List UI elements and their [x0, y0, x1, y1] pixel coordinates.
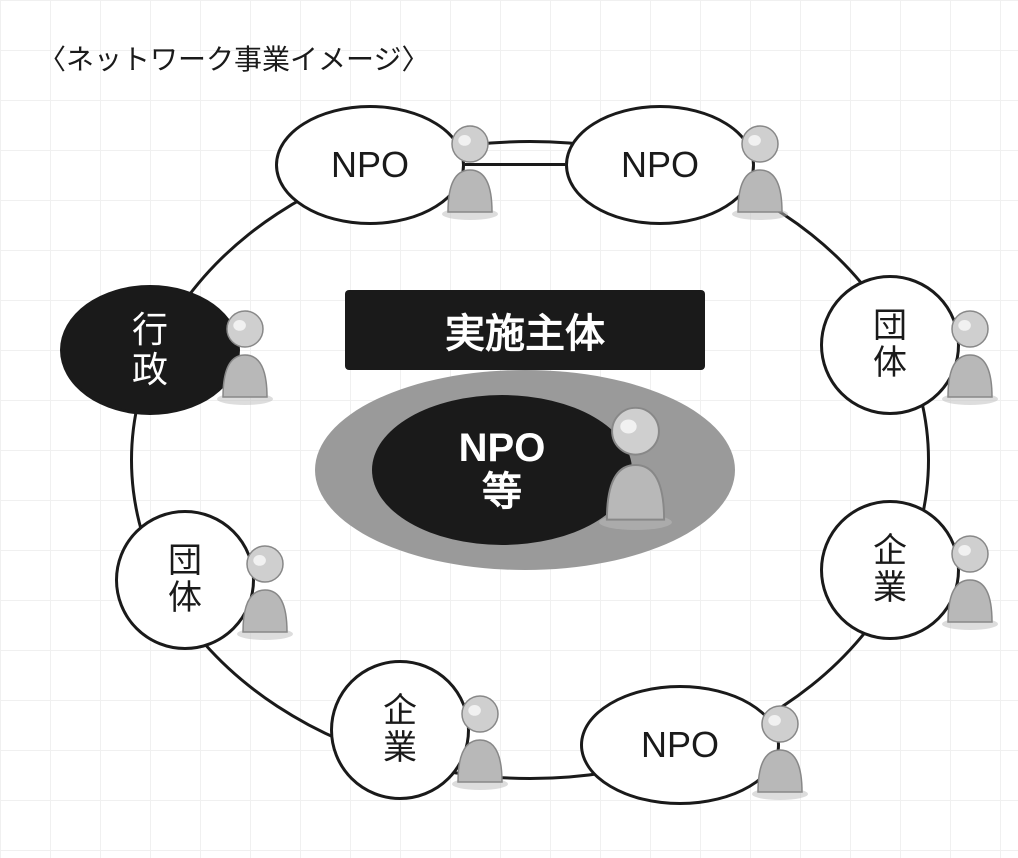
node-label: 行政 — [132, 310, 168, 389]
person-icon — [435, 120, 505, 225]
node-label: 企業 — [873, 533, 907, 608]
person-icon — [230, 540, 300, 645]
person-icon — [745, 700, 815, 805]
person-icon — [935, 530, 1005, 635]
person-icon — [210, 305, 280, 410]
node-label: NPO — [641, 725, 719, 765]
node-label: 企業 — [383, 693, 417, 768]
diagram-title: 〈ネットワーク事業イメージ〉 — [38, 38, 429, 78]
person-icon — [445, 690, 515, 795]
person-icon — [725, 120, 795, 225]
center-ellipse-label: NPO等 — [459, 426, 546, 514]
node-label: NPO — [331, 145, 409, 185]
node-label: NPO — [621, 145, 699, 185]
person-icon — [935, 305, 1005, 410]
center-box-label: 実施主体 — [445, 301, 605, 359]
node-label: 団体 — [168, 543, 202, 618]
center-box: 実施主体 — [345, 290, 705, 370]
node-label: 団体 — [873, 308, 907, 383]
center-person-icon — [590, 400, 681, 535]
